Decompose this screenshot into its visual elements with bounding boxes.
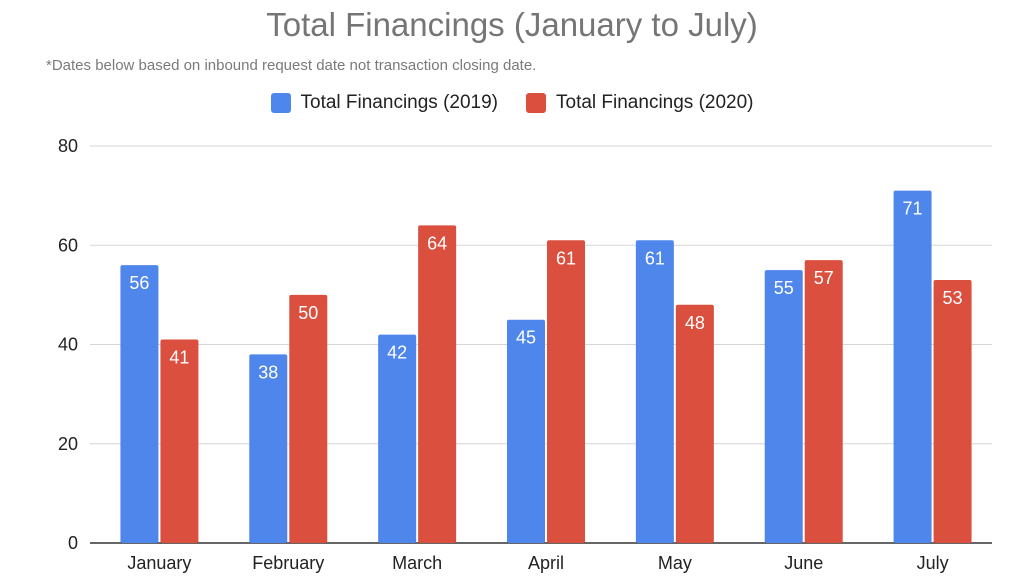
legend-swatch-2020 bbox=[526, 93, 546, 113]
data-label: 71 bbox=[903, 199, 923, 219]
y-tick-label: 60 bbox=[58, 235, 78, 255]
chart-title: Total Financings (January to July) bbox=[266, 6, 758, 43]
bar bbox=[547, 240, 585, 543]
data-label: 38 bbox=[258, 362, 278, 382]
x-tick-label: February bbox=[252, 553, 324, 573]
bar bbox=[764, 270, 803, 543]
y-tick-label: 80 bbox=[58, 136, 78, 156]
legend: Total Financings (2019) Total Financings… bbox=[0, 92, 1024, 114]
bar bbox=[804, 260, 843, 543]
chart-subtitle: *Dates below based on inbound request da… bbox=[46, 57, 537, 74]
y-tick-label: 40 bbox=[58, 335, 78, 355]
legend-swatch-2019 bbox=[270, 93, 291, 113]
data-label: 55 bbox=[774, 278, 794, 298]
bar bbox=[893, 190, 932, 543]
bar bbox=[635, 240, 674, 543]
bar bbox=[120, 265, 159, 543]
bar bbox=[378, 334, 417, 543]
data-label: 56 bbox=[129, 273, 149, 293]
bar bbox=[507, 319, 545, 543]
data-label: 61 bbox=[556, 248, 576, 268]
x-tick-label: April bbox=[528, 553, 564, 573]
bar bbox=[418, 225, 457, 543]
data-label: 50 bbox=[298, 303, 318, 323]
x-tick-label: January bbox=[127, 553, 191, 573]
bar bbox=[933, 279, 972, 543]
data-label: 45 bbox=[516, 328, 536, 348]
data-label: 61 bbox=[645, 248, 665, 268]
data-label: 57 bbox=[814, 268, 834, 288]
legend-item-2020: Total Financings (2020) bbox=[526, 92, 754, 114]
legend-label-2020: Total Financings (2020) bbox=[556, 92, 754, 113]
data-label: 48 bbox=[685, 313, 705, 333]
y-tick-label: 20 bbox=[58, 434, 78, 454]
data-label: 53 bbox=[943, 288, 963, 308]
bar bbox=[289, 294, 328, 543]
x-tick-label: July bbox=[917, 553, 949, 573]
data-label: 64 bbox=[427, 233, 447, 253]
bar bbox=[160, 339, 199, 543]
legend-label-2019: Total Financings (2019) bbox=[300, 92, 499, 113]
legend-item-2019: Total Financings (2019) bbox=[270, 92, 499, 114]
data-label: 42 bbox=[387, 343, 407, 363]
data-label: 41 bbox=[169, 348, 189, 368]
y-tick-label: 0 bbox=[68, 533, 78, 553]
bar bbox=[249, 354, 288, 543]
x-tick-label: March bbox=[392, 553, 442, 573]
x-tick-label: May bbox=[658, 553, 692, 573]
x-tick-label: June bbox=[784, 553, 823, 573]
bar bbox=[675, 304, 714, 543]
